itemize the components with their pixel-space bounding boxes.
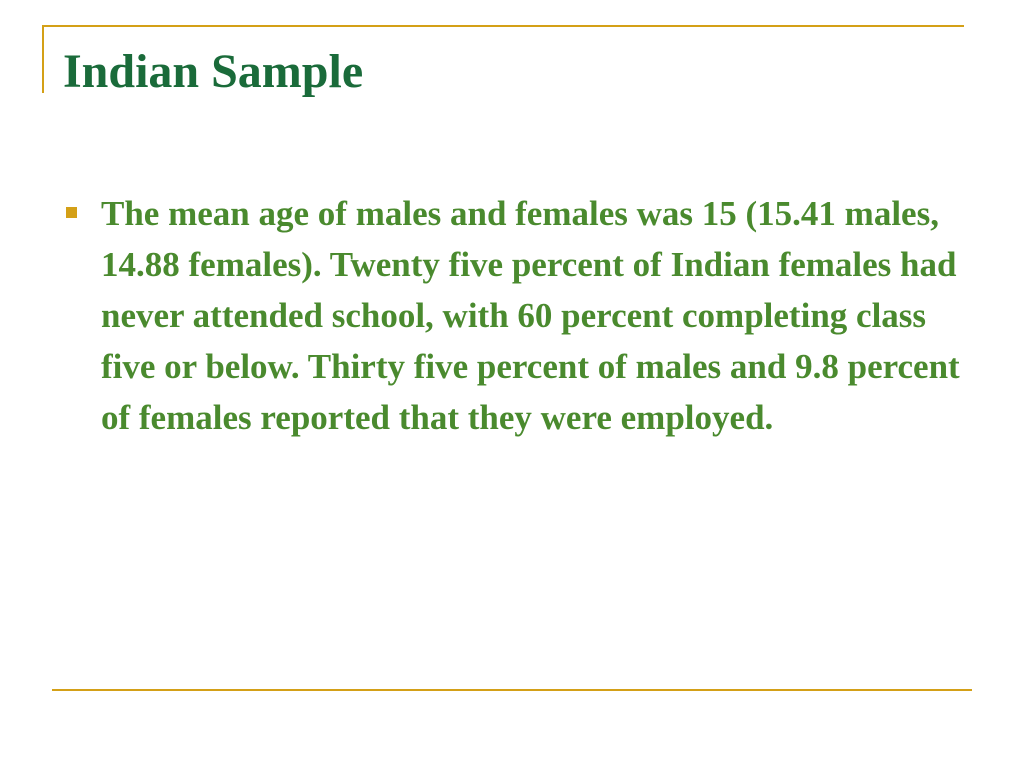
bullet-square-icon [66,207,77,218]
bullet-text: The mean age of males and females was 15… [101,194,960,437]
slide-title: Indian Sample [63,45,364,98]
top-rule [42,25,964,27]
left-rule [42,25,44,93]
bottom-rule [52,689,972,691]
